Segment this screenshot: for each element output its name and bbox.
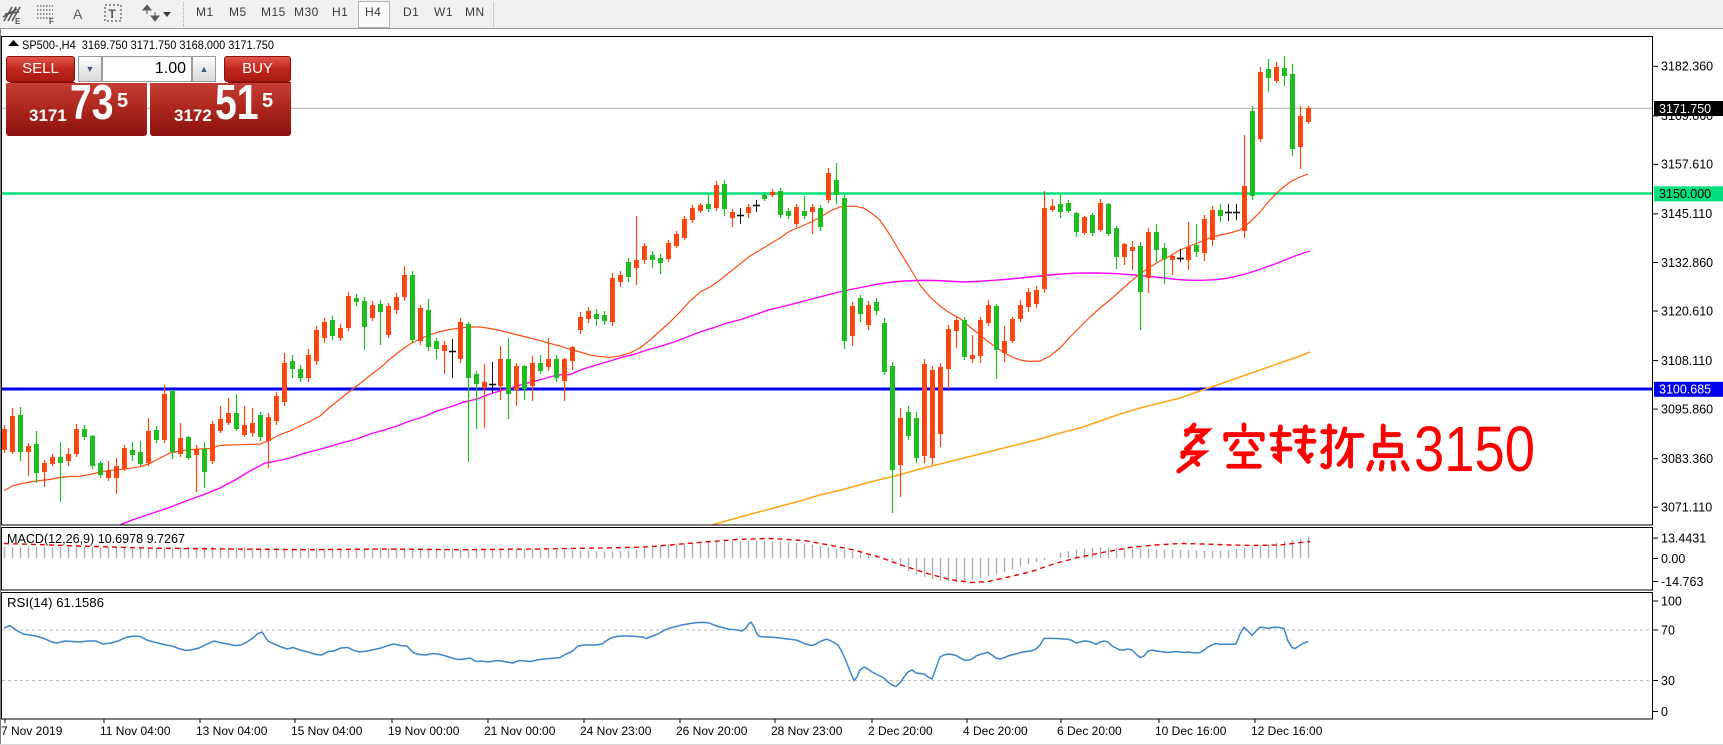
svg-text:7 Nov 2019: 7 Nov 2019 — [1, 724, 63, 738]
svg-text:3083.360: 3083.360 — [1661, 452, 1713, 466]
svg-text:100: 100 — [1661, 594, 1682, 608]
svg-text:3145.110: 3145.110 — [1661, 207, 1712, 221]
svg-text:13 Nov 04:00: 13 Nov 04:00 — [196, 724, 268, 738]
svg-text:3157.610: 3157.610 — [1661, 158, 1713, 172]
svg-text:3171.750: 3171.750 — [1659, 102, 1711, 116]
svg-text:13.4431: 13.4431 — [1661, 531, 1706, 545]
svg-text:3120.610: 3120.610 — [1661, 304, 1713, 318]
svg-text:MACD(12,26,9) 10.6978 9.7267: MACD(12,26,9) 10.6978 9.7267 — [7, 532, 185, 546]
svg-text:RSI(14) 61.1586: RSI(14) 61.1586 — [7, 596, 104, 610]
svg-text:4 Dec 20:00: 4 Dec 20:00 — [963, 724, 1028, 738]
svg-text:3150.000: 3150.000 — [1659, 187, 1711, 201]
svg-text:3132.860: 3132.860 — [1661, 256, 1713, 270]
svg-text:3100.685: 3100.685 — [1659, 383, 1711, 397]
svg-text:2 Dec 20:00: 2 Dec 20:00 — [868, 724, 933, 738]
svg-text:3095.860: 3095.860 — [1661, 402, 1713, 416]
svg-text:F: F — [49, 17, 54, 26]
svg-text:24 Nov 23:00: 24 Nov 23:00 — [580, 724, 652, 738]
svg-text:11 Nov 04:00: 11 Nov 04:00 — [100, 724, 171, 738]
svg-text:3182.360: 3182.360 — [1661, 60, 1713, 74]
svg-text:3071.110: 3071.110 — [1661, 501, 1712, 515]
svg-text:15 Nov 04:00: 15 Nov 04:00 — [291, 724, 363, 738]
svg-text:10 Dec 16:00: 10 Dec 16:00 — [1155, 724, 1227, 738]
svg-text:E: E — [15, 17, 21, 26]
svg-text:3150: 3150 — [1414, 413, 1535, 485]
svg-text:0: 0 — [1661, 705, 1668, 719]
svg-text:21 Nov 00:00: 21 Nov 00:00 — [484, 724, 556, 738]
svg-text:SP500-,H4 3169.750 3171.750 3: SP500-,H4 3169.750 3171.750 3168.000 317… — [22, 38, 274, 52]
svg-text:6 Dec 20:00: 6 Dec 20:00 — [1057, 724, 1122, 738]
svg-text:26 Nov 20:00: 26 Nov 20:00 — [676, 724, 748, 738]
svg-text:A: A — [73, 6, 83, 22]
svg-text:12 Dec 16:00: 12 Dec 16:00 — [1251, 724, 1323, 738]
svg-text:T: T — [109, 7, 117, 21]
svg-text:19 Nov 00:00: 19 Nov 00:00 — [388, 724, 460, 738]
svg-text:0.00: 0.00 — [1661, 552, 1685, 566]
svg-text:70: 70 — [1661, 623, 1675, 637]
svg-text:30: 30 — [1661, 674, 1675, 688]
svg-text:-14.763: -14.763 — [1661, 575, 1703, 589]
svg-text:28 Nov 23:00: 28 Nov 23:00 — [771, 724, 843, 738]
svg-text:3108.110: 3108.110 — [1661, 354, 1712, 368]
